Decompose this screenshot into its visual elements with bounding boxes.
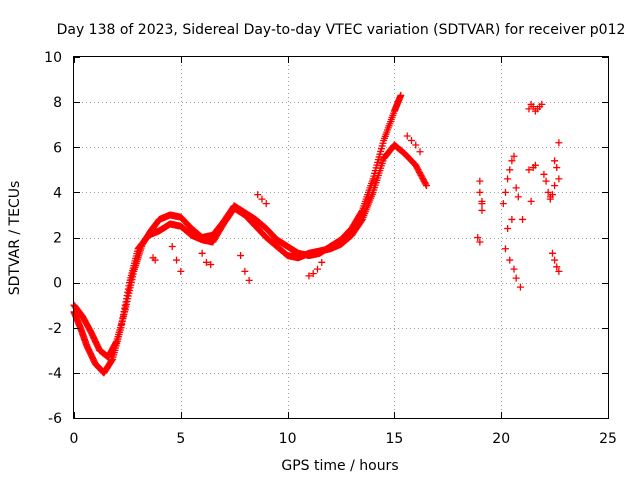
y-axis-label: SDTVAR / TECUs [7, 181, 23, 296]
data-point [478, 200, 486, 208]
data-point [318, 258, 326, 266]
data-point [314, 265, 322, 273]
data-point [237, 252, 245, 260]
data-point [397, 91, 405, 99]
data-point [506, 166, 514, 174]
data-point [262, 200, 270, 208]
data-point [540, 170, 548, 178]
data-points [70, 91, 563, 377]
data-point [504, 175, 512, 183]
data-point [506, 256, 514, 264]
data-point [531, 161, 539, 169]
data-point [305, 272, 313, 280]
data-point [555, 267, 563, 275]
data-point [512, 184, 520, 192]
data-point [254, 191, 262, 199]
data-point [551, 256, 559, 264]
y-tick-label: -4 [48, 366, 62, 382]
data-point [553, 263, 561, 271]
data-point [422, 180, 430, 188]
data-point [544, 188, 552, 196]
data-point [476, 188, 484, 196]
data-point [478, 206, 486, 214]
data-point [512, 274, 520, 282]
data-point [358, 208, 366, 216]
data-point [510, 152, 518, 160]
data-point [525, 105, 533, 113]
data-point [207, 261, 215, 269]
y-tick-label: 6 [53, 140, 62, 156]
data-point [508, 215, 516, 223]
data-point [202, 258, 210, 266]
data-point [151, 256, 159, 264]
y-tick-label: 8 [53, 95, 62, 111]
data-point [514, 193, 522, 201]
y-tick-label: -2 [48, 321, 62, 337]
data-point [548, 249, 556, 257]
data-point [553, 164, 561, 172]
data-point [519, 215, 527, 223]
x-tick-label: 15 [385, 431, 403, 447]
y-tick-label: 0 [53, 276, 62, 292]
chart-title: Day 138 of 2023, Sidereal Day-to-day VTE… [57, 22, 626, 38]
data-point [168, 243, 176, 251]
x-tick-label: 20 [492, 431, 510, 447]
y-tick-label: -6 [48, 411, 62, 427]
data-point [416, 148, 424, 156]
axis-ticks [74, 57, 609, 419]
data-point [529, 103, 537, 111]
data-point [504, 224, 512, 232]
data-point [538, 100, 546, 108]
data-point [508, 157, 516, 165]
data-point [476, 177, 484, 185]
data-point [525, 166, 533, 174]
data-point [546, 193, 554, 201]
data-point [241, 267, 249, 275]
x-tick-label: 25 [599, 431, 617, 447]
data-point [555, 175, 563, 183]
data-point [173, 256, 181, 264]
x-axis-label: GPS time / hours [281, 458, 398, 474]
data-point [309, 270, 317, 278]
data-point [555, 139, 563, 147]
x-tick-label: 10 [279, 431, 297, 447]
data-point [510, 265, 518, 273]
data-point [177, 267, 185, 275]
y-tick-label: 4 [53, 185, 62, 201]
data-point [412, 141, 420, 149]
y-tick-labels: -6 -4 -2 0 2 4 6 8 10 [44, 50, 62, 427]
data-point [407, 136, 415, 144]
y-tick-label: 2 [53, 231, 62, 247]
data-point [551, 182, 559, 190]
data-point [542, 177, 550, 185]
y-tick-label: 10 [44, 50, 62, 66]
data-point [527, 197, 535, 205]
data-point [474, 234, 482, 241]
data-point [499, 200, 507, 208]
plot-frame [73, 56, 609, 419]
data-point [245, 276, 253, 284]
data-point [551, 157, 559, 165]
data-point [501, 188, 509, 196]
x-tick-label: 0 [70, 431, 79, 447]
data-point [422, 182, 430, 190]
data-point [258, 195, 266, 203]
data-point [403, 132, 411, 140]
data-point [198, 249, 206, 257]
x-tick-label: 5 [176, 431, 185, 447]
data-point [516, 283, 524, 291]
data-point [476, 238, 484, 246]
x-tick-labels: 0 5 10 15 20 25 [70, 431, 617, 447]
data-point [501, 245, 509, 253]
